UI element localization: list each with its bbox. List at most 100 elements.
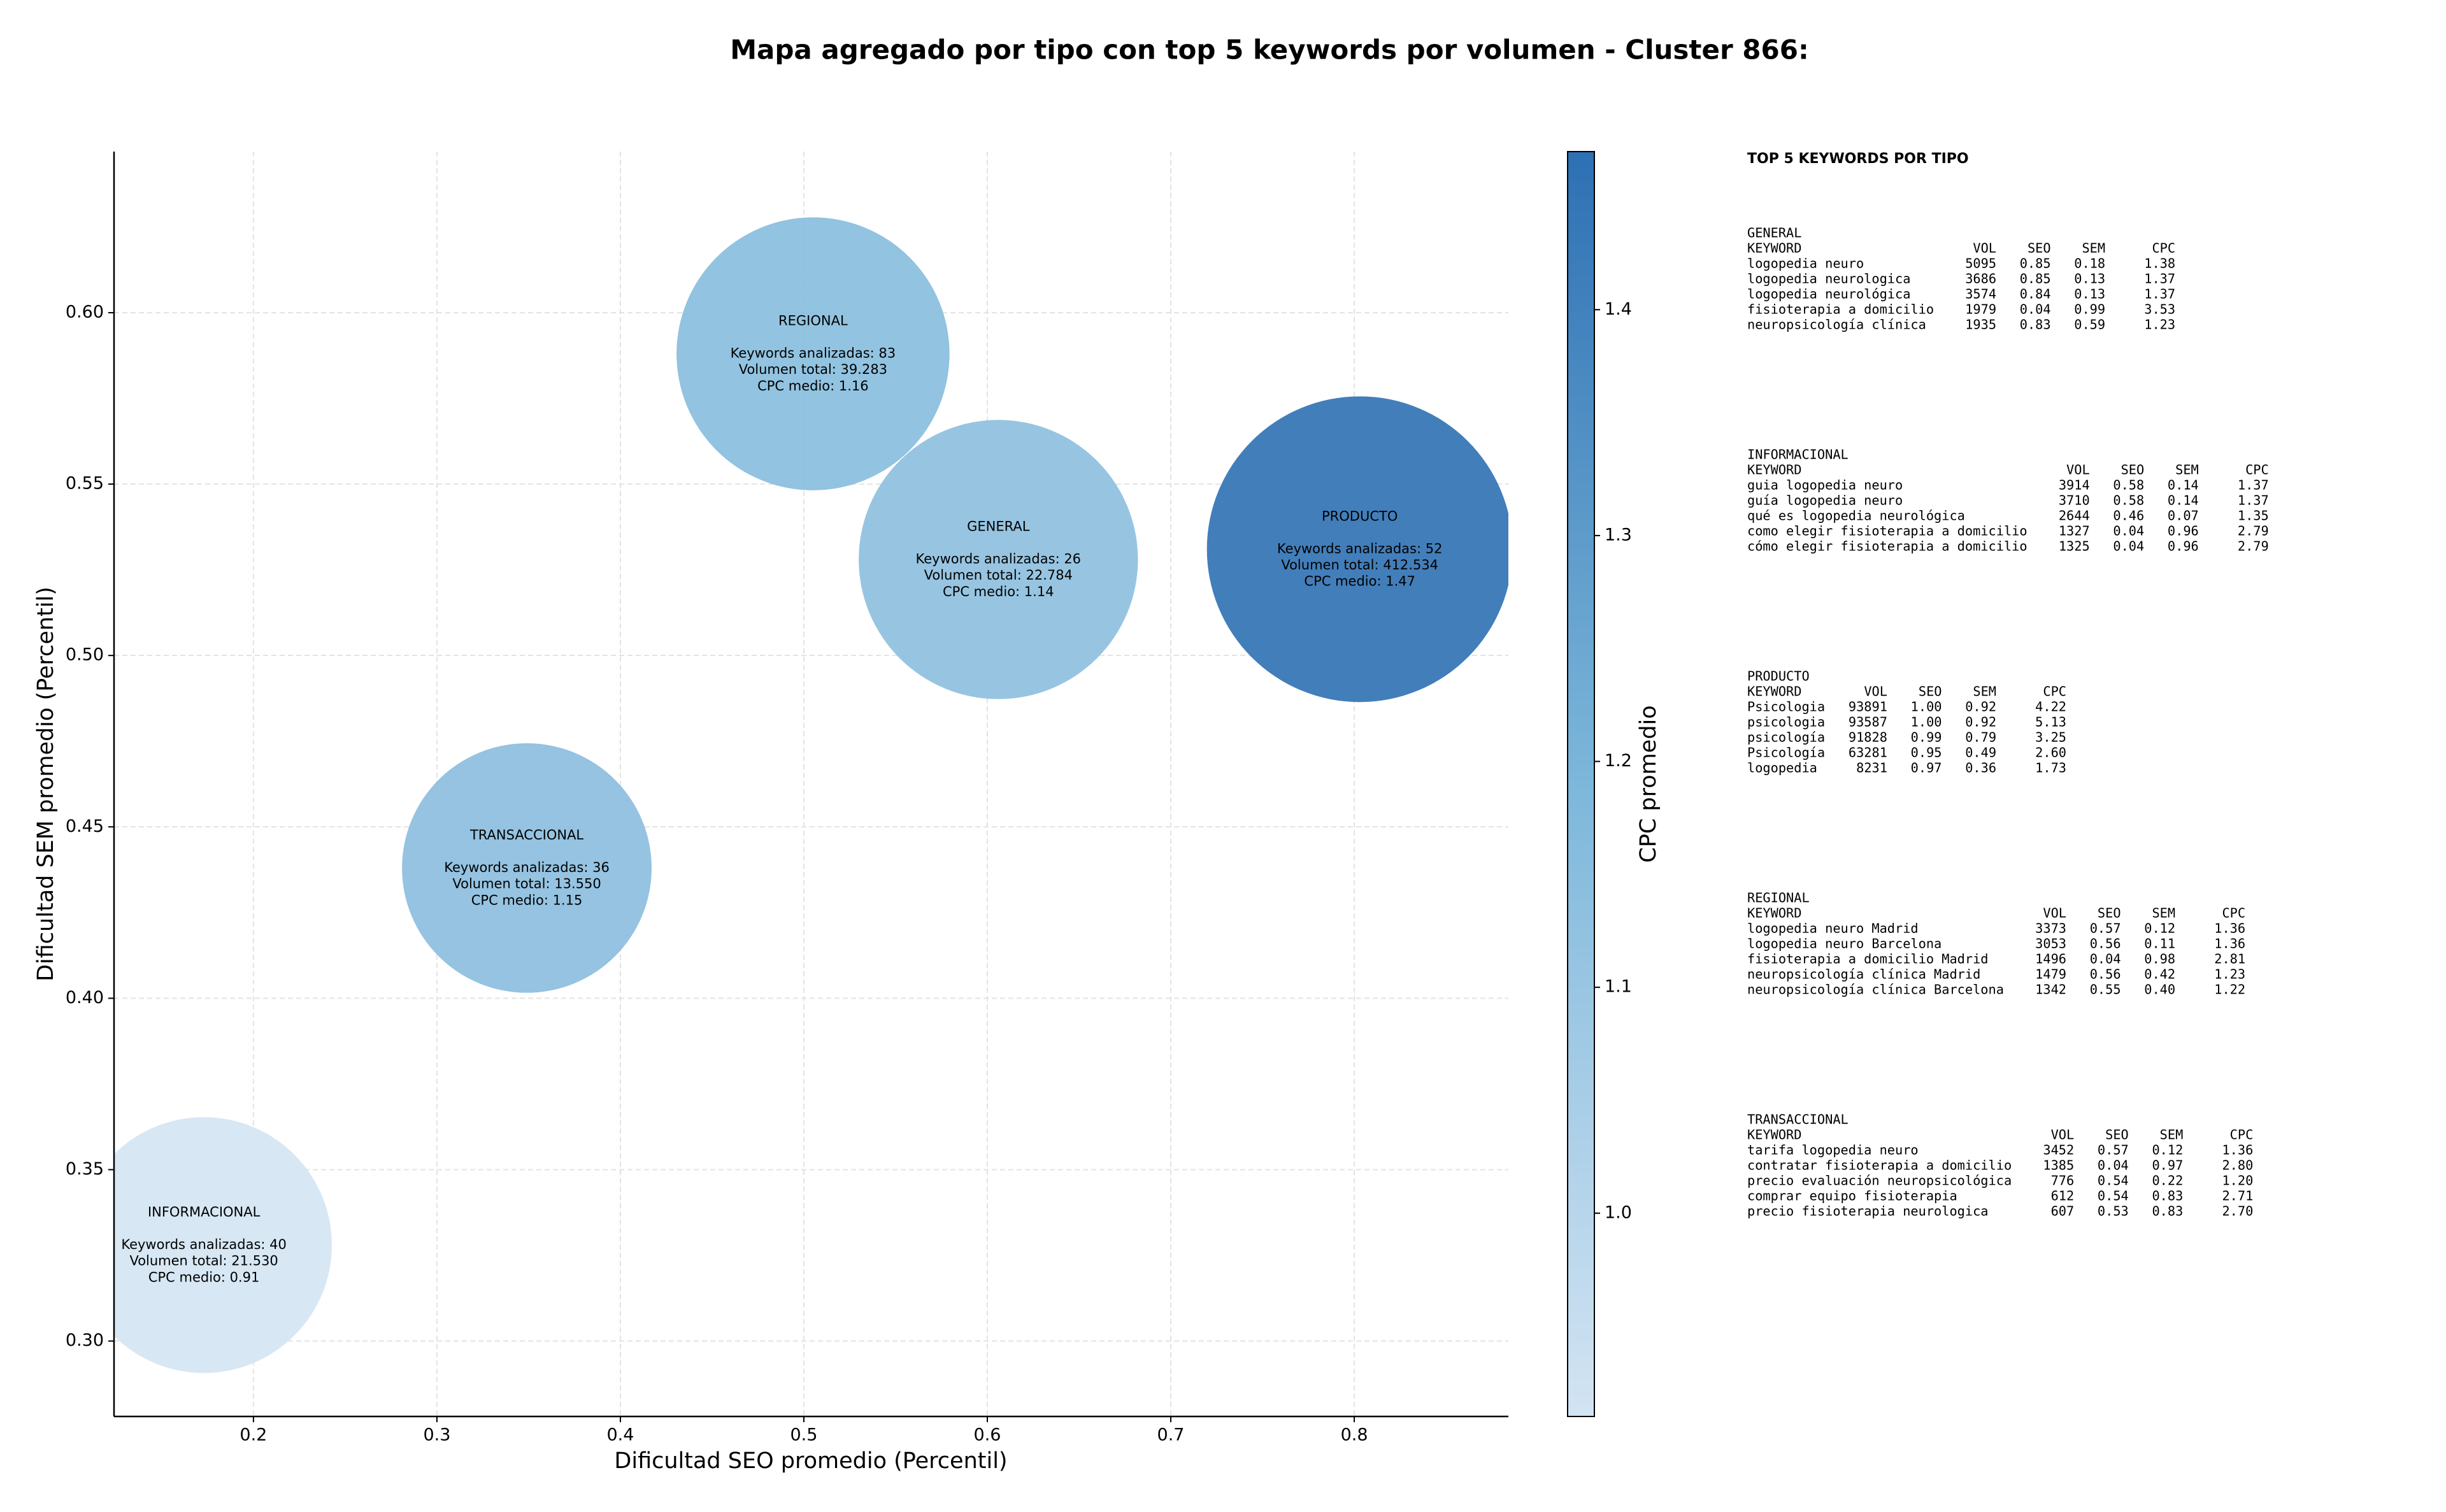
table-cell: 0.12 [2152, 1143, 2183, 1158]
table-cell: 0.96 [2168, 539, 2199, 554]
table-cell: 0.56 [2090, 967, 2121, 982]
table-cell: 2.79 [2238, 524, 2269, 539]
table-cell: 1.36 [2214, 936, 2245, 952]
y-tick-label: 0.30 [66, 1330, 104, 1350]
table-cell: psicologia [1747, 715, 1825, 730]
table-cell: fisioterapia a domicilio Madrid [1747, 952, 1989, 967]
table-cell: 612 [2051, 1188, 2075, 1204]
table-cell: 0.53 [2098, 1204, 2129, 1219]
table-cell: 1935 [1965, 317, 1996, 332]
table-cell: 0.85 [2020, 271, 2051, 287]
bubble-label: PRODUCTO [1322, 508, 1398, 524]
table-header: VOL [1973, 241, 1996, 256]
table-cell: 0.85 [2020, 256, 2051, 271]
bubble [859, 420, 1138, 699]
table-header: SEM [2082, 241, 2105, 256]
bubble-label: TRANSACCIONAL [469, 827, 583, 843]
table-cell: 0.95 [1911, 745, 1942, 760]
table-cell: 1.37 [2144, 271, 2175, 287]
table-cell: 0.97 [1911, 760, 1942, 776]
table-cell: 0.83 [2152, 1204, 2183, 1219]
colorbar-tick-label: 1.4 [1605, 299, 1632, 319]
table-cell: 1.37 [2238, 478, 2269, 493]
table-cell: 1.38 [2144, 256, 2175, 271]
table-header: KEYWORD [1747, 1127, 1801, 1143]
table-cell: 0.49 [1965, 745, 1996, 760]
table-header: VOL [2051, 1127, 2075, 1143]
table-cell: 0.54 [2098, 1173, 2129, 1188]
y-tick-label: 0.35 [66, 1159, 104, 1179]
block-name: INFORMACIONAL [1747, 447, 1849, 462]
x-tick-label: 0.8 [1341, 1425, 1368, 1445]
table-header: CPC [2230, 1127, 2254, 1143]
table-header: KEYWORD [1747, 241, 1801, 256]
table-cell: 5.13 [2035, 715, 2066, 730]
table-cell: 3710 [2059, 493, 2090, 508]
table-header: CPC [2043, 684, 2066, 699]
table-header: SEM [1973, 684, 1996, 699]
bubble-label: CPC medio: 0.91 [148, 1269, 260, 1285]
table-cell: logopedia [1747, 760, 1817, 776]
table-cell: 1.35 [2238, 508, 2269, 524]
table-cell: 0.18 [2074, 256, 2105, 271]
block-name: GENERAL [1747, 225, 1801, 241]
table-cell: 0.83 [2020, 317, 2051, 332]
x-tick-label: 0.2 [240, 1425, 267, 1445]
block-name: TRANSACCIONAL [1747, 1112, 1849, 1127]
table-cell: 1385 [2043, 1158, 2074, 1173]
colorbar-tick-label: 1.3 [1605, 525, 1632, 545]
table-cell: 0.56 [2090, 936, 2121, 952]
table-header: VOL [1864, 684, 1887, 699]
table-cell: 0.58 [2113, 478, 2144, 493]
table-cell: Psicologia [1747, 699, 1825, 715]
table-cell: 1.00 [1911, 699, 1942, 715]
table-cell: guia logopedia neuro [1747, 478, 1903, 493]
table-cell: comprar equipo fisioterapia [1747, 1188, 1957, 1204]
table-cell: 0.04 [2098, 1158, 2129, 1173]
table-cell: 0.42 [2144, 967, 2175, 982]
table-cell: 0.04 [2090, 952, 2121, 967]
bubble-label: CPC medio: 1.15 [471, 892, 583, 908]
table-header: SEM [2152, 906, 2175, 921]
table-cell: 3452 [2043, 1143, 2074, 1158]
table-cell: 0.57 [2098, 1143, 2129, 1158]
table-cell: guía logopedia neuro [1747, 493, 1903, 508]
table-cell: 1.73 [2035, 760, 2066, 776]
table-cell: fisioterapia a domicilio [1747, 302, 1934, 317]
bubble-label: Keywords analizadas: 36 [444, 860, 610, 875]
table-cell: logopedia neuro Barcelona [1747, 936, 1942, 952]
table-cell: 1.36 [2214, 921, 2245, 936]
table-cell: 2.81 [2214, 952, 2245, 967]
table-cell: 0.04 [2113, 524, 2144, 539]
table-cell: 1.36 [2222, 1143, 2253, 1158]
table-cell: 0.54 [2098, 1188, 2129, 1204]
table-header: CPC [2152, 241, 2175, 256]
table-cell: 1.00 [1911, 715, 1942, 730]
table-header: SEO [2121, 462, 2145, 478]
x-tick-label: 0.3 [423, 1425, 450, 1445]
bubble [402, 743, 652, 993]
table-header: KEYWORD [1747, 462, 1801, 478]
colorbar-label: CPC promedio [1636, 705, 1661, 862]
table-cell: precio fisioterapia neurologica [1747, 1204, 1989, 1219]
table-cell: 1.37 [2238, 493, 2269, 508]
table-cell: logopedia neurologica [1747, 271, 1910, 287]
table-cell: 0.13 [2074, 287, 2105, 302]
bubble-label: Keywords analizadas: 52 [1277, 541, 1443, 556]
bubble-label: CPC medio: 1.14 [943, 584, 1054, 599]
table-cell: 0.07 [2168, 508, 2199, 524]
table-cell: 2.79 [2238, 539, 2269, 554]
table-cell: neuropsicología clínica [1747, 317, 1926, 332]
y-axis-label: Dificultad SEM promedio (Percentil) [33, 587, 59, 981]
bubble-label: Keywords analizadas: 40 [121, 1237, 287, 1252]
table-header: SEO [2105, 1127, 2129, 1143]
bubble-label: Volumen total: 39.283 [739, 362, 887, 377]
bubble-label: CPC medio: 1.47 [1304, 574, 1415, 589]
colorbar-tick-label: 1.1 [1605, 977, 1632, 997]
table-cell: 2.70 [2222, 1204, 2253, 1219]
chart-title: Mapa agregado por tipo con top 5 keyword… [730, 34, 1809, 66]
table-cell: 2644 [2059, 508, 2090, 524]
table-cell: precio evaluación neuropsicológica [1747, 1173, 2012, 1188]
table-header: KEYWORD [1747, 906, 1801, 921]
